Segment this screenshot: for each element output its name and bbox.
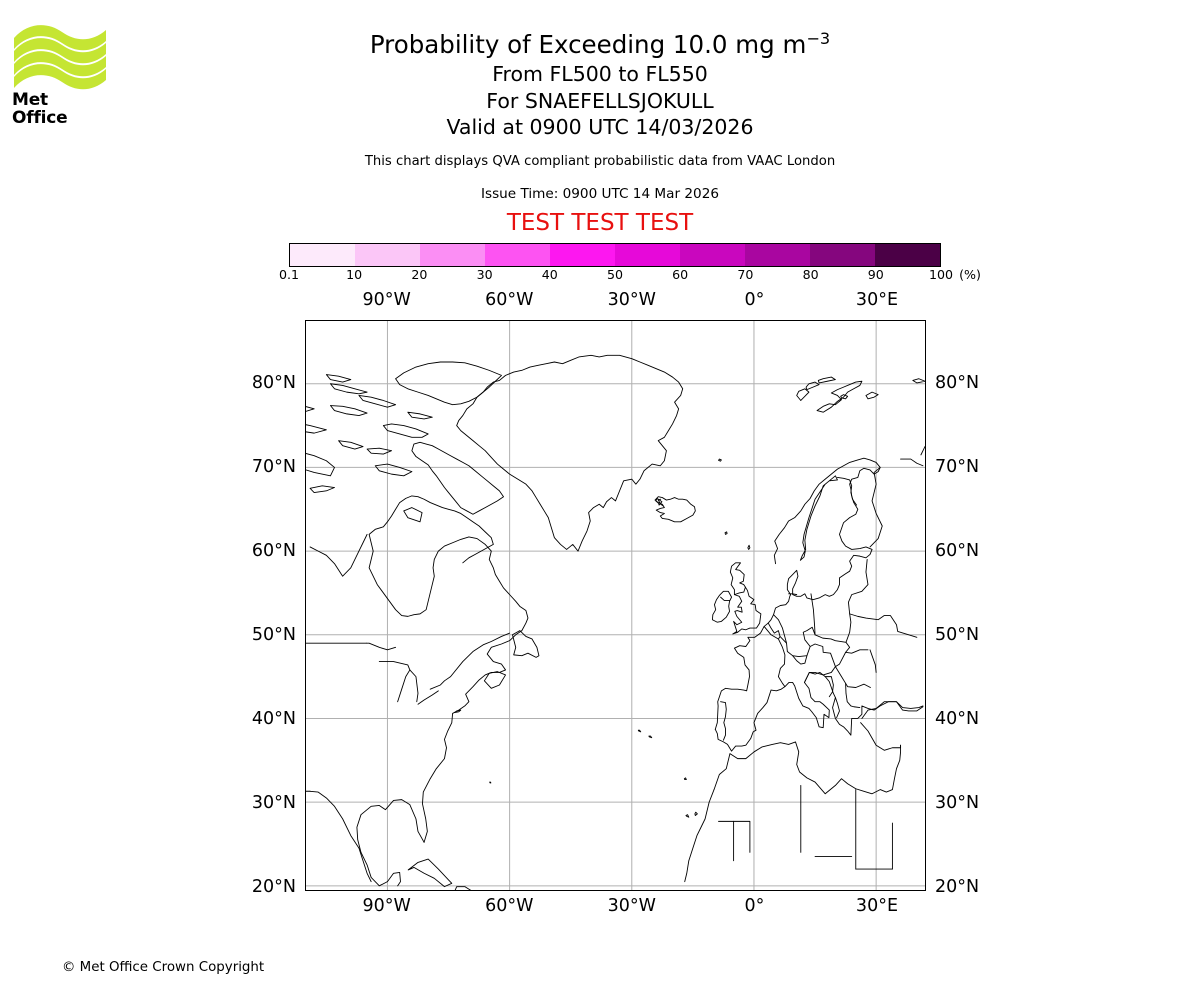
colorbar-tick-20: 20 xyxy=(411,267,428,282)
axis-y-label-left-2: 60°N xyxy=(251,540,296,561)
colorbar-tick-40: 40 xyxy=(541,267,558,282)
axis-y-label-left-1: 70°N xyxy=(251,456,296,477)
axis-y-label-right-4: 40°N xyxy=(935,708,980,729)
axis-x-label-top-2: 30°W xyxy=(607,290,656,310)
volcano-subtitle: For SNAEFELLSJOKULL xyxy=(486,88,714,113)
colorbar-band-3 xyxy=(485,244,550,266)
test-banner: TEST TEST TEST xyxy=(506,209,694,236)
axis-y-label-left-3: 50°N xyxy=(251,624,296,645)
colorbar xyxy=(289,243,941,267)
axis-x-label-bottom-4: 30°E xyxy=(855,896,899,916)
colorbar-band-1 xyxy=(355,244,420,266)
axis-x-label-top-0: 90°W xyxy=(362,290,411,310)
colorbar-tick-100: 100 xyxy=(928,267,954,282)
axis-y-label-left-5: 30°N xyxy=(251,792,296,813)
colorbar-tick-50: 50 xyxy=(606,267,624,282)
colorbar-bands xyxy=(289,243,941,267)
logo-waves-icon xyxy=(14,25,106,90)
colorbar-tick-10: 10 xyxy=(346,267,363,282)
axis-y-label-right-1: 70°N xyxy=(935,456,980,477)
colorbar-tick-labels: 0.1 10 20 30 40 50 60 70 80 90 100 xyxy=(279,267,953,287)
colorbar-band-9 xyxy=(875,244,940,266)
colorbar-band-7 xyxy=(745,244,810,266)
axis-y-label-left-6: 20°N xyxy=(251,876,296,897)
axis-x-label-top-3: 0° xyxy=(744,290,765,310)
axis-y-label-right-2: 60°N xyxy=(935,540,980,561)
copyright-notice: © Met Office Crown Copyright xyxy=(62,960,265,975)
map-gridlines xyxy=(306,321,925,890)
flight-level-subtitle: From FL500 to FL550 xyxy=(492,62,708,86)
axis-y-label-right-3: 50°N xyxy=(935,624,980,645)
title-block: Probability of Exceeding 10.0 mg m−3 Fro… xyxy=(0,0,1200,236)
page-title-exponent: −3 xyxy=(806,28,831,48)
colorbar-tick-90: 90 xyxy=(867,267,884,282)
colorbar-tick-80: 80 xyxy=(802,267,819,282)
met-office-logo: Met Office xyxy=(12,24,108,127)
issue-time: Issue Time: 0900 UTC 14 Mar 2026 xyxy=(480,185,719,202)
axis-x-label-bottom-0: 90°W xyxy=(362,896,411,916)
axis-y-label-right-0: 80°N xyxy=(935,372,980,393)
axis-y-label-right-5: 30°N xyxy=(935,792,980,813)
colorbar-band-0 xyxy=(290,244,355,266)
axis-x-label-top-4: 30°E xyxy=(855,290,899,310)
colorbar-band-8 xyxy=(810,244,875,266)
chart-note: This chart displays QVA compliant probab… xyxy=(364,153,836,169)
colorbar-tick-60: 60 xyxy=(672,267,689,282)
colorbar-band-6 xyxy=(680,244,745,266)
colorbar-tick-70: 70 xyxy=(737,267,754,282)
map-canvas xyxy=(306,321,925,890)
map-coastlines xyxy=(306,355,925,890)
colorbar-unit-label: (%) xyxy=(959,267,981,282)
axis-y-label-left-0: 80°N xyxy=(251,372,296,393)
page-title: Probability of Exceeding 10.0 mg m−3 xyxy=(0,28,1200,61)
axis-x-label-bottom-3: 0° xyxy=(744,896,765,916)
colorbar-band-5 xyxy=(615,244,680,266)
colorbar-band-4 xyxy=(550,244,615,266)
map-plot-area[interactable] xyxy=(305,320,926,891)
axis-x-label-bottom-2: 30°W xyxy=(607,896,656,916)
axis-x-label-bottom-1: 60°W xyxy=(485,896,534,916)
valid-time-subtitle: Valid at 0900 UTC 14/03/2026 xyxy=(446,115,754,139)
axis-y-label-right-6: 20°N xyxy=(935,876,980,897)
axis-x-label-top-1: 60°W xyxy=(485,290,534,310)
logo-text: Met Office xyxy=(12,90,68,128)
page-title-text: Probability of Exceeding 10.0 mg m xyxy=(369,30,807,59)
colorbar-tick-30: 30 xyxy=(476,267,493,282)
colorbar-tick-0.1: 0.1 xyxy=(278,267,300,282)
axis-y-label-left-4: 40°N xyxy=(251,708,296,729)
colorbar-band-2 xyxy=(420,244,485,266)
